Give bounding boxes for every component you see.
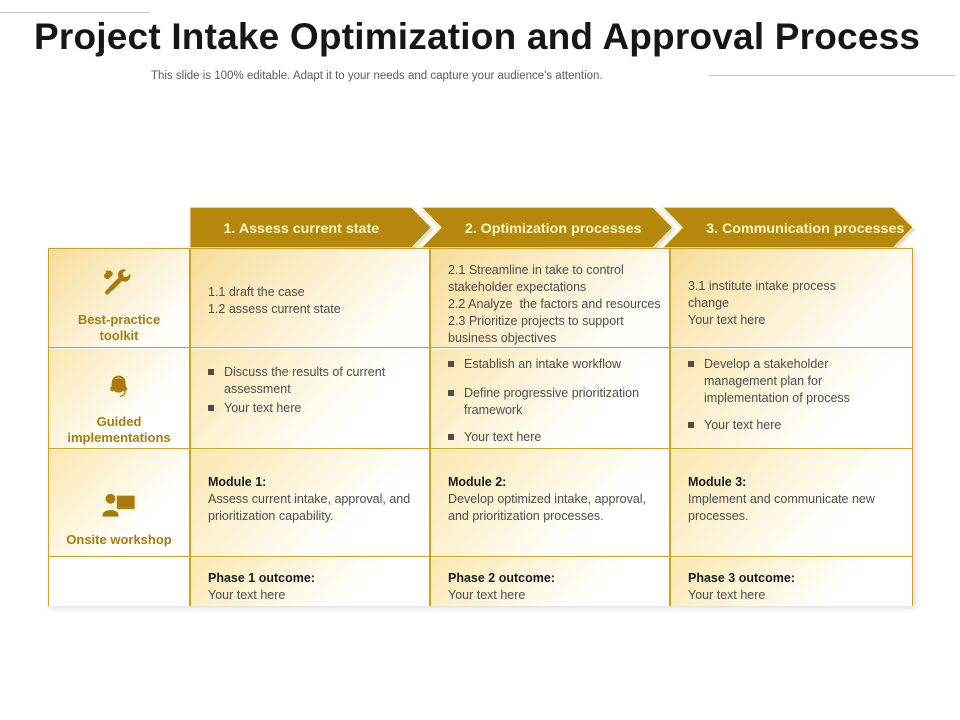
svg-text:2. Optimization processes: 2. Optimization processes bbox=[465, 221, 642, 237]
svg-text:1. Assess current state: 1. Assess current state bbox=[223, 221, 379, 237]
svg-text:3. Communication processes: 3. Communication processes bbox=[706, 221, 904, 237]
